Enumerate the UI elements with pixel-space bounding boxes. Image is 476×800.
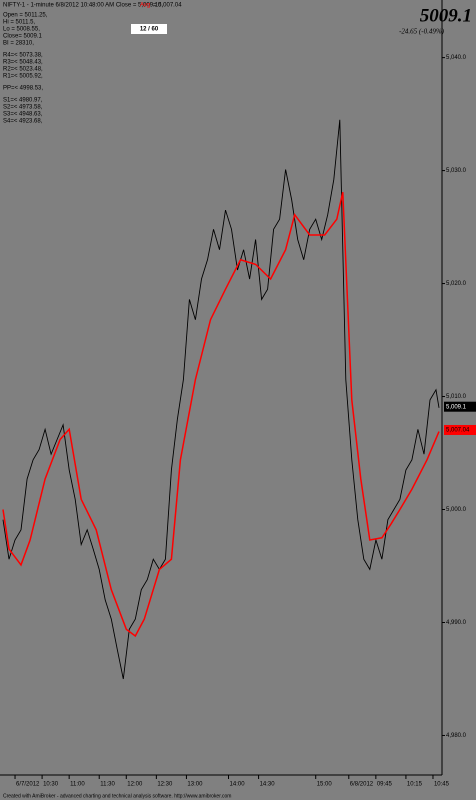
x-tick-label: 15:00 (317, 782, 333, 788)
info-line: R3=< 5048.43, (3, 60, 43, 66)
x-tick-label: 11:30 (100, 782, 115, 788)
series-line (2, 119, 440, 680)
info-line: Open = 5011.25, (3, 13, 48, 19)
x-tick-label: 10:30 (43, 782, 59, 788)
info-line: S1=< 4980.97, (3, 98, 43, 104)
x-tick-label: 12:00 (127, 782, 143, 788)
info-line: S3=< 4948.63, (3, 112, 43, 118)
info-line: BI = 28310, (3, 41, 34, 47)
y-tick-label: 4,990.0 (446, 620, 467, 626)
x-tick-label: 6/8/2012 (350, 782, 374, 788)
y-tick-label: 5,040.0 (446, 55, 467, 61)
series-line (2, 191, 440, 638)
y-tick-label: 5,000.0 (446, 507, 467, 513)
x-tick-label: 10:45 (434, 782, 450, 788)
x-tick-label: 11:00 (70, 782, 85, 788)
counter: 12 / 60 (140, 27, 159, 33)
x-tick-label: 10:15 (407, 782, 423, 788)
info-line: S2=< 4973.58, (3, 105, 43, 111)
info-line: Close= 5009.1 (3, 34, 43, 40)
info-line: R4=< 5073.38, (3, 53, 43, 59)
price-marker (444, 401, 476, 412)
info-line: S4=< 4923.68, (3, 119, 43, 125)
info-line: PP=< 4998.53, (3, 86, 43, 92)
x-tick-label: 14:00 (230, 782, 246, 788)
price-marker-label: 5,007.04 (446, 428, 470, 434)
info-line: R2=< 5023.48, (3, 67, 43, 73)
chart-title: NIFTY-1 - 1-minute 6/8/2012 10:48:00 AM … (3, 3, 163, 9)
y-tick-label: 5,030.0 (446, 168, 467, 174)
price-marker-label: 5,009.1 (446, 404, 467, 410)
last-price: 5009.1 (420, 5, 472, 26)
counter-box (131, 24, 167, 34)
x-tick-label: 12:30 (157, 782, 173, 788)
footer: Created with AmiBroker - advanced charti… (3, 793, 231, 799)
title-red: Avg (140, 3, 150, 9)
title-tail: = 5,007.04 (153, 3, 182, 9)
x-tick-label: 6/7/2012 (16, 782, 40, 788)
change: -24.65 (-0.49%) (399, 28, 445, 36)
x-tick-label: 13:00 (187, 782, 203, 788)
x-tick-label: 14:30 (260, 782, 276, 788)
info-line: R1=< 5005.92, (3, 74, 43, 80)
y-tick-label: 4,980.0 (446, 733, 467, 739)
info-line: Lo = 5008.55, (3, 27, 40, 33)
y-tick-label: 5,010.0 (446, 394, 467, 400)
info-line: Hi = 5011.5, (3, 20, 35, 26)
x-tick-label: 09:45 (377, 782, 393, 788)
price-marker (444, 424, 476, 435)
y-tick-label: 5,020.0 (446, 281, 467, 287)
